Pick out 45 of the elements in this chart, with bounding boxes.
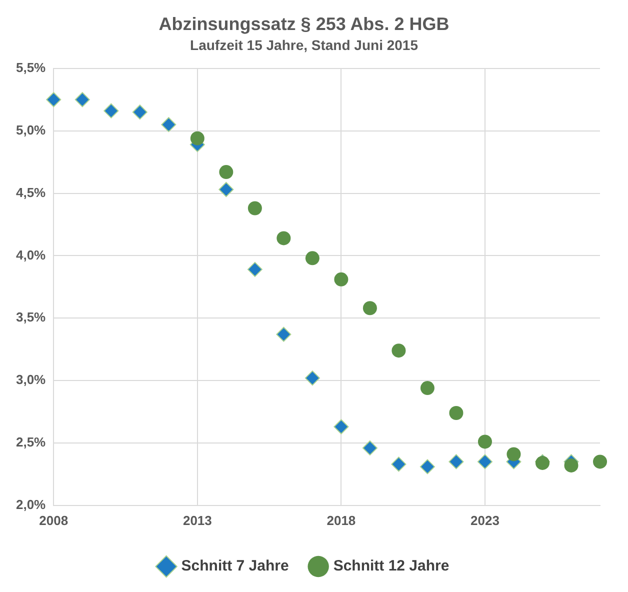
point bbox=[304, 370, 320, 386]
point bbox=[448, 454, 464, 470]
point bbox=[104, 103, 119, 118]
point bbox=[362, 301, 377, 316]
point bbox=[334, 272, 348, 286]
point bbox=[190, 131, 204, 146]
point bbox=[420, 381, 434, 396]
x-tick-label: 2023 bbox=[470, 512, 500, 528]
point bbox=[506, 447, 521, 462]
point bbox=[161, 117, 176, 132]
y-tick-label: 2,5% bbox=[16, 434, 46, 450]
point bbox=[391, 456, 406, 472]
point bbox=[276, 326, 292, 342]
x-tick-label: 2018 bbox=[326, 512, 356, 528]
point bbox=[46, 92, 62, 108]
point bbox=[420, 459, 435, 474]
point bbox=[218, 182, 234, 198]
legend-label: Schnitt 7 Jahre bbox=[181, 558, 289, 575]
point bbox=[449, 406, 464, 420]
point bbox=[219, 165, 234, 180]
x-tick-label: 2013 bbox=[182, 512, 212, 528]
chart-title: Abzinsungssatz § 253 Abs. 2 HGB bbox=[158, 14, 450, 34]
point bbox=[564, 458, 578, 472]
y-tick-label: 4,5% bbox=[16, 184, 46, 200]
point bbox=[247, 262, 262, 277]
y-tick-label: 2,0% bbox=[16, 496, 46, 512]
y-tick-label: 5,5% bbox=[16, 60, 46, 75]
point bbox=[74, 92, 90, 108]
point bbox=[593, 454, 607, 469]
point bbox=[477, 454, 492, 470]
point bbox=[276, 231, 291, 246]
legend-label: Schnitt 12 Jahre bbox=[333, 558, 450, 575]
chart-subtitle: Laufzeit 15 Jahre, Stand Juni 2015 bbox=[190, 36, 418, 53]
point bbox=[248, 201, 262, 216]
point bbox=[334, 419, 349, 434]
point bbox=[132, 104, 148, 120]
y-tick-label: 3,5% bbox=[16, 310, 46, 325]
point bbox=[478, 434, 492, 449]
point bbox=[362, 440, 378, 456]
x-tick-label: 2008 bbox=[39, 512, 68, 528]
y-tick-label: 3,0% bbox=[16, 372, 46, 388]
y-tick-label: 4,0% bbox=[16, 247, 46, 262]
y-tick-label: 5,0% bbox=[16, 122, 46, 138]
point bbox=[305, 251, 320, 266]
point bbox=[392, 344, 406, 358]
